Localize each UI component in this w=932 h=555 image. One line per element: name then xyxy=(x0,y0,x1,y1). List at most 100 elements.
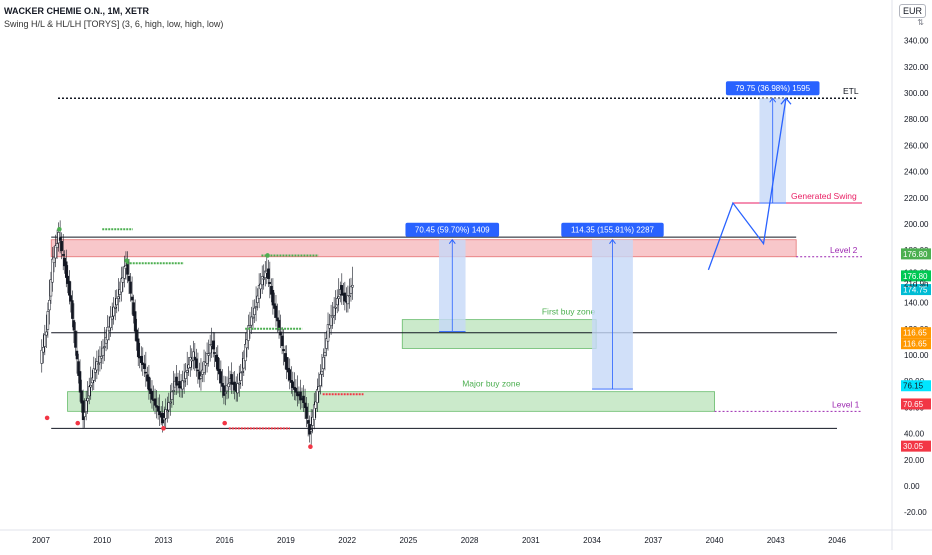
candle-body xyxy=(262,278,265,280)
candle-body xyxy=(343,292,347,302)
zone-label: Major buy zone xyxy=(462,379,520,389)
candle-body xyxy=(189,357,192,368)
candle-body xyxy=(51,258,54,283)
candle-body xyxy=(103,346,106,348)
candle-body xyxy=(247,325,250,341)
candle-body xyxy=(260,276,264,286)
candle-body xyxy=(130,296,134,301)
candle-body xyxy=(143,363,146,369)
resistance-zone xyxy=(50,239,797,258)
candle-body xyxy=(322,356,325,369)
candle-body xyxy=(84,400,88,412)
x-tick-label: 2019 xyxy=(277,536,295,545)
price-badge xyxy=(901,398,931,410)
price-badge-label: 116.65 xyxy=(903,329,927,338)
candle-body xyxy=(351,285,354,288)
candle-body xyxy=(326,324,330,342)
indicator-legend[interactable]: Swing H/L & HL/LH [TORYS] (3, 6, high, l… xyxy=(4,19,224,29)
chevron-icon[interactable]: ⇅ xyxy=(917,18,924,27)
candle-body xyxy=(178,381,181,389)
candle-body xyxy=(43,334,47,347)
candle-body xyxy=(46,311,50,330)
candle-body xyxy=(285,357,288,370)
y-tick-label: -20.00 xyxy=(904,508,927,517)
candle-body xyxy=(55,243,59,248)
candle-body xyxy=(100,356,103,359)
swing-point xyxy=(161,426,166,431)
candle-body xyxy=(311,416,314,426)
candle-body xyxy=(216,357,220,371)
candle-body xyxy=(199,375,203,379)
candle-body xyxy=(335,298,339,306)
price-badge-label: 70.65 xyxy=(903,400,924,409)
candle-body xyxy=(320,370,324,375)
candle-body xyxy=(279,331,282,336)
candle-body xyxy=(302,395,305,403)
candle-body xyxy=(185,370,189,373)
candle-body xyxy=(274,305,278,318)
candle-body xyxy=(349,286,353,294)
candle-body xyxy=(254,306,258,308)
swing-point xyxy=(44,415,50,421)
candle-body xyxy=(271,289,275,306)
candle-body xyxy=(109,316,112,328)
x-tick-label: 2007 xyxy=(32,536,50,545)
candle-body xyxy=(323,352,327,357)
price-badge xyxy=(901,284,931,296)
swing-point xyxy=(308,444,313,450)
y-tick-label: 40.00 xyxy=(904,430,925,439)
measure-label: 114.35 (155.81%) 2287 xyxy=(571,226,655,235)
candle-body xyxy=(312,404,316,420)
candle-body xyxy=(225,385,229,392)
candle-body xyxy=(259,283,262,290)
support-zone xyxy=(401,319,597,349)
candle-body xyxy=(113,307,117,309)
measure-arrowhead xyxy=(769,97,777,103)
candle-body xyxy=(58,237,62,241)
projection-arrowhead xyxy=(780,97,792,105)
y-tick-label: 320.00 xyxy=(904,63,929,72)
candle-body xyxy=(182,380,186,383)
candle-body xyxy=(135,329,138,342)
measure-label-bg xyxy=(561,222,664,237)
candle-body xyxy=(241,371,244,373)
candle-body xyxy=(305,406,308,419)
candle-body xyxy=(314,401,318,409)
candle-body xyxy=(98,355,102,364)
candle-body xyxy=(334,307,337,309)
candle-body xyxy=(136,338,140,358)
candle-body xyxy=(166,410,169,413)
x-tick-label: 2046 xyxy=(828,536,846,545)
swing-point xyxy=(75,420,81,426)
chart-title: WACKER CHEMIE O.N., 1M, XETR xyxy=(4,6,150,16)
candle-body xyxy=(288,369,291,381)
candle-body xyxy=(117,296,120,299)
candle-body xyxy=(268,281,272,284)
currency-label[interactable]: EUR xyxy=(898,4,926,18)
measure-label-bg xyxy=(725,81,820,96)
candle-body xyxy=(89,384,92,388)
candle-body xyxy=(196,369,200,372)
candle-body xyxy=(65,261,68,278)
candle-body xyxy=(306,420,310,424)
candle-body xyxy=(291,381,295,388)
candle-body xyxy=(120,278,123,293)
candle-body xyxy=(329,315,333,327)
price-badge-label: 116.65 xyxy=(903,340,927,349)
candle-body xyxy=(69,295,73,302)
candle-body xyxy=(211,340,215,350)
candle-body xyxy=(290,380,293,383)
candle-body xyxy=(158,411,161,416)
swing-point xyxy=(124,258,130,263)
candle-body xyxy=(319,373,322,386)
candle-body xyxy=(198,371,201,380)
candle-body xyxy=(316,389,319,403)
candle-body xyxy=(303,402,307,409)
candle-body xyxy=(237,382,241,385)
price-badge-label: 176.80 xyxy=(903,250,928,259)
y-tick-label: 0.00 xyxy=(904,482,920,491)
x-tick-label: 2010 xyxy=(93,536,111,545)
y-tick-label: 260.00 xyxy=(904,141,929,150)
